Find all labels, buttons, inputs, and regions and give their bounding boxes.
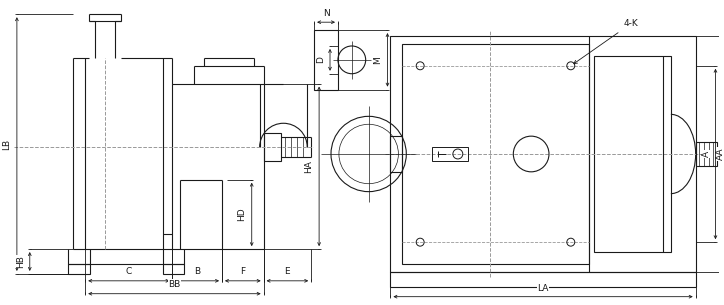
Bar bbox=[390, 272, 696, 287]
Bar bbox=[163, 264, 185, 274]
Bar bbox=[390, 136, 403, 172]
Text: E: E bbox=[285, 267, 290, 276]
Bar bbox=[403, 44, 589, 264]
Text: AA: AA bbox=[716, 148, 724, 160]
Text: F: F bbox=[240, 267, 245, 276]
Text: D: D bbox=[316, 56, 325, 63]
Text: N: N bbox=[323, 9, 329, 18]
Bar bbox=[696, 142, 717, 166]
Text: LA: LA bbox=[537, 284, 549, 293]
Bar bbox=[314, 30, 338, 90]
Text: A: A bbox=[702, 151, 710, 157]
Text: C: C bbox=[126, 267, 132, 276]
Text: 4-K: 4-K bbox=[623, 19, 638, 28]
Bar bbox=[68, 264, 90, 274]
Bar bbox=[432, 147, 468, 161]
Bar bbox=[172, 84, 264, 249]
Text: M: M bbox=[374, 56, 382, 64]
Text: HB: HB bbox=[16, 255, 25, 268]
Text: BB: BB bbox=[168, 280, 180, 289]
Bar bbox=[264, 133, 282, 161]
Bar bbox=[594, 56, 671, 252]
Text: B: B bbox=[194, 267, 201, 276]
Bar bbox=[390, 36, 696, 272]
Text: LB: LB bbox=[2, 138, 11, 150]
Text: HD: HD bbox=[237, 208, 245, 221]
Text: HA: HA bbox=[304, 160, 313, 173]
